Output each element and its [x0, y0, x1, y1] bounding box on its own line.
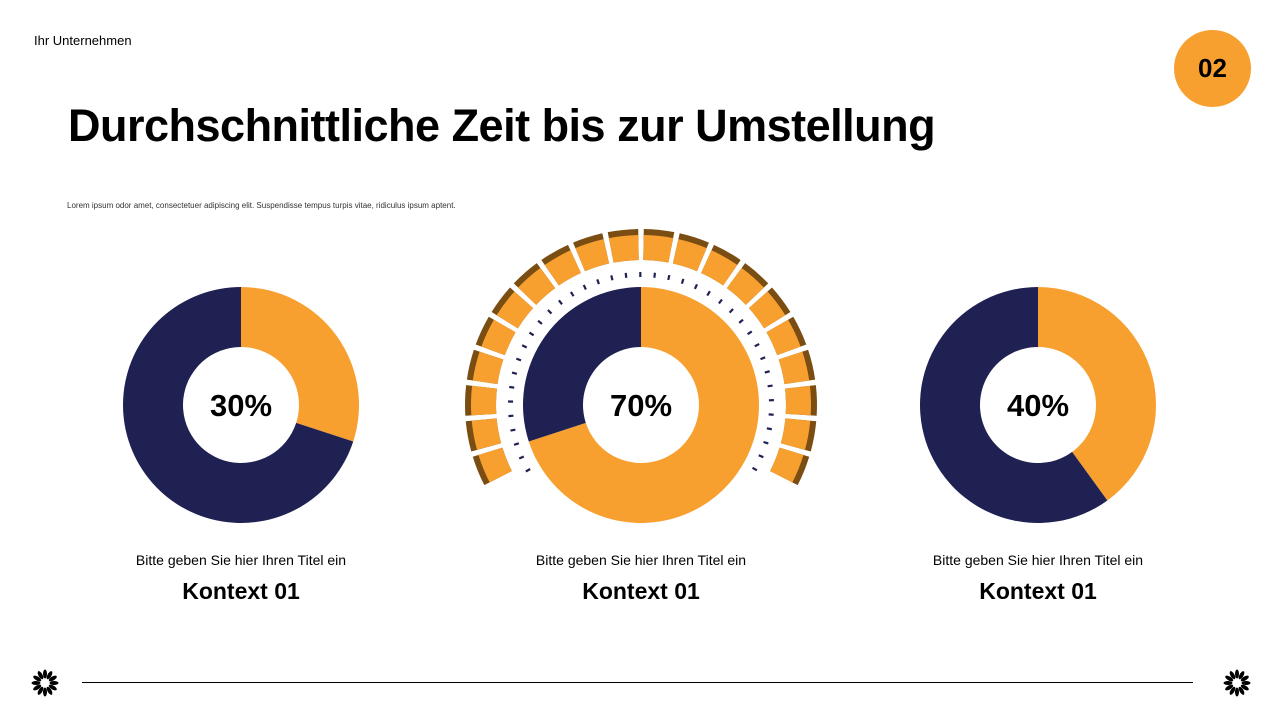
- gauge-tick: [758, 454, 764, 459]
- gauge-segment: [544, 250, 581, 286]
- gauge-segment: [785, 385, 811, 416]
- chart-caption-2: Bitte geben Sie hier Ihren Titel ein: [535, 552, 747, 568]
- gauge-segment: [478, 447, 512, 483]
- donut-slice-remainder: [920, 287, 1108, 523]
- gauge-tick: [547, 309, 553, 315]
- gauge-tick: [738, 318, 744, 324]
- gauge-tick: [558, 299, 563, 305]
- gauge-segment: [471, 385, 497, 416]
- gauge-tick: [521, 344, 528, 349]
- gauge-segment: [672, 239, 707, 272]
- gauge-tick: [511, 371, 518, 375]
- donut-center-label: 30%: [210, 388, 272, 423]
- chart-caption-1: Bitte geben Sie hier Ihren Titel ein: [135, 552, 347, 568]
- chart-context-3: Kontext 01: [979, 578, 1097, 604]
- gauge-segment: [643, 235, 674, 263]
- chart-caption-3: Bitte geben Sie hier Ihren Titel ein: [932, 552, 1144, 568]
- gauge-tick: [610, 275, 614, 281]
- donut-center-label: 70%: [610, 388, 672, 423]
- company-name: Ihr Unternehmen: [34, 33, 132, 48]
- gauge-segment: [770, 447, 804, 483]
- gauge-tick: [763, 440, 769, 445]
- gauge-tick: [596, 279, 600, 285]
- gauge-segment: [481, 319, 516, 356]
- chart-context-1: Kontext 01: [182, 578, 300, 604]
- gauge-segment: [608, 235, 639, 263]
- footer-divider: [82, 682, 1193, 683]
- gauge-tick: [510, 428, 516, 432]
- gauge-tick: [680, 278, 685, 285]
- gauge-tick: [582, 284, 587, 290]
- gauge-tick: [760, 356, 766, 361]
- donut-slice-value: [1038, 287, 1157, 501]
- gauge-tick: [754, 343, 760, 348]
- page-title: Durchschnittliche Zeit bis zur Umstellun…: [68, 100, 936, 151]
- gauge-tick: [767, 384, 773, 388]
- gauge-tick: [693, 283, 698, 290]
- gauge-tick: [624, 272, 628, 278]
- gauge-tick: [728, 308, 734, 314]
- gauge-tick: [706, 290, 711, 297]
- gauge-tick: [718, 298, 723, 305]
- gauge-tick: [667, 274, 671, 281]
- gauge-segment: [748, 291, 786, 329]
- gauge-tick: [569, 291, 575, 297]
- donut-slice-remainder: [123, 287, 354, 523]
- flower-icon: [1223, 669, 1251, 697]
- gauge-segment: [471, 418, 502, 450]
- gauge-segment: [780, 418, 811, 450]
- gauge-segment: [472, 351, 504, 385]
- gauge-tick: [525, 468, 531, 473]
- gauge-tick: [747, 330, 753, 336]
- gauge-segment: [766, 319, 801, 356]
- page-number-badge: 02: [1174, 30, 1251, 107]
- gauge-tick: [513, 442, 520, 446]
- flower-icon: [31, 669, 59, 697]
- gauge-tick: [766, 427, 772, 431]
- gauge-tick: [518, 455, 525, 460]
- gauge-tick: [515, 357, 522, 362]
- donut-slice-value: [528, 287, 759, 523]
- gauge-tick: [537, 319, 543, 325]
- gauge-tick: [751, 466, 758, 472]
- gauge-tick: [509, 385, 515, 389]
- chart-context-2: Kontext 01: [582, 578, 700, 604]
- gauge-tick: [528, 331, 535, 337]
- gauge-segment: [518, 267, 556, 305]
- gauge-tick: [653, 272, 656, 278]
- gauge-tick: [764, 370, 770, 374]
- gauge-segment: [496, 291, 534, 329]
- gauge-segment: [701, 250, 738, 286]
- gauge-segment: [778, 351, 810, 385]
- gauge-segment: [726, 267, 764, 305]
- donut-slice-value: [241, 287, 359, 442]
- donut-center-label: 40%: [1007, 388, 1069, 423]
- gauge-segment: [575, 239, 610, 272]
- subtitle: Lorem ipsum odor amet, consectetuer adip…: [67, 201, 456, 210]
- donut-slice-remainder: [523, 287, 641, 442]
